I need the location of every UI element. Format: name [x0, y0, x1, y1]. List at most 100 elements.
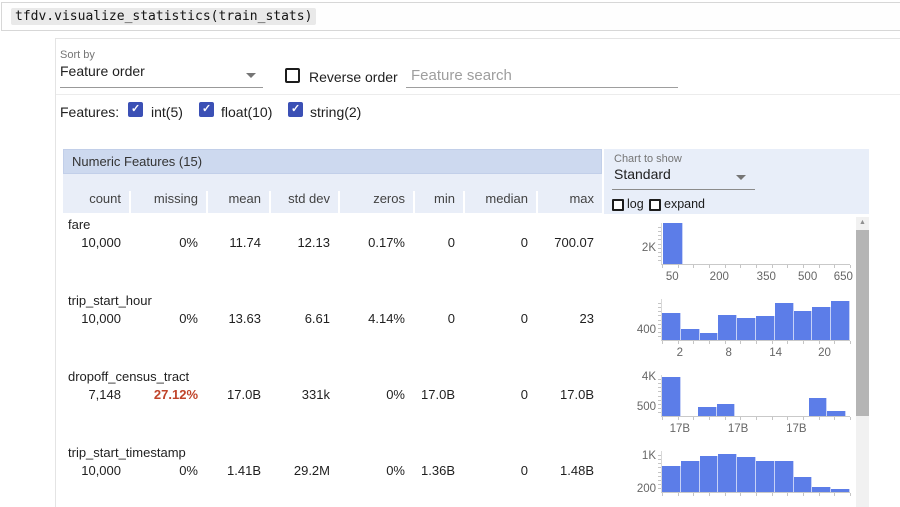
x-axis-tick [756, 341, 757, 344]
numeric-features-section: Numeric Features (15) count missing mean st… [63, 149, 869, 507]
x-axis-tick [850, 493, 851, 496]
feature-name: trip_start_hour [68, 293, 152, 308]
x-axis-tick [740, 493, 742, 496]
feature-name: fare [68, 217, 91, 232]
histogram-bar [716, 404, 736, 416]
x-axis-tick [787, 493, 789, 496]
histogram-bar [737, 457, 756, 492]
stat-zeros: 0.17% [368, 235, 405, 250]
y-axis-tick [658, 399, 661, 401]
y-axis-tick [658, 483, 661, 485]
stat-max: 17.0B [560, 387, 594, 402]
expand-checkbox[interactable] [649, 199, 661, 211]
x-axis-label: 50 [665, 271, 679, 283]
histogram-bar [697, 407, 717, 416]
histogram-dropoff_census_tract[interactable]: 4K 500 17B 17B 17B [618, 367, 858, 443]
y-axis-tick [658, 391, 661, 393]
histogram-bar [831, 301, 850, 340]
x-axis-tick [709, 417, 710, 420]
y-axis-tick [658, 319, 661, 321]
stat-min: 0 [447, 311, 455, 326]
y-axis-tick [658, 379, 661, 381]
x-axis-label: 8 [725, 347, 732, 359]
histogram-bar [793, 311, 813, 340]
sort-by-value: Feature order [60, 63, 145, 79]
chart-type-select[interactable]: Standard [614, 166, 757, 188]
feature-search-input[interactable] [406, 64, 678, 88]
y-axis-tick [658, 259, 661, 261]
y-axis-tick [658, 235, 661, 237]
log-label: log [627, 197, 644, 211]
y-axis-tick [658, 383, 661, 385]
x-axis-tick [756, 265, 757, 268]
histogram-bar [680, 328, 700, 340]
int-filter-checkbox[interactable] [128, 102, 143, 117]
column-header-zeros: zeros [338, 191, 413, 213]
histogram-bar [808, 397, 828, 416]
stat-mean: 11.74 [229, 235, 261, 250]
float-filter-checkbox[interactable] [199, 102, 214, 117]
x-axis-tick [709, 341, 710, 344]
x-axis-tick [803, 341, 804, 344]
x-axis-label: 200 [709, 271, 729, 283]
histogram-bar [680, 460, 700, 492]
histogram-plot [658, 299, 851, 344]
y-axis-label: 1K [641, 449, 656, 462]
x-axis-tick [724, 493, 726, 496]
column-header-max: max [536, 191, 602, 213]
histogram-bar [756, 460, 775, 492]
stat-std-dev: 12.13 [297, 235, 330, 250]
stat-median: 0 [520, 387, 528, 402]
x-axis-label: 17B [727, 423, 749, 435]
histogram-trip_start_timestamp[interactable]: 1K 200 [618, 443, 858, 507]
scroll-up-icon[interactable]: ▲ [859, 219, 866, 226]
expand-label: expand [664, 197, 706, 211]
histogram-bar [831, 488, 850, 492]
y-axis-label: 400 [636, 324, 656, 337]
table-title: Numeric Features (15) [63, 149, 602, 174]
stat-std-dev: 331k [301, 387, 330, 402]
x-axis-tick [850, 417, 851, 420]
x-axis-tick [662, 341, 663, 344]
sort-by-select[interactable]: Feature order [60, 63, 263, 88]
x-axis-tick [677, 417, 679, 420]
y-axis-tick [658, 331, 661, 333]
stat-median: 0 [520, 463, 528, 478]
log-checkbox[interactable] [612, 199, 624, 211]
histogram-bar [662, 466, 681, 492]
chart-to-show-label: Chart to show [614, 153, 682, 165]
y-axis-tick [658, 407, 661, 409]
notebook-code-cell[interactable]: tfdv.visualize_statistics(train_stats) [1, 2, 900, 31]
int-filter-label: int(5) [151, 104, 183, 120]
x-axis-tick [834, 417, 836, 420]
histogram-plot [658, 451, 851, 496]
stat-std-dev: 29.2M [293, 463, 330, 478]
string-filter-checkbox[interactable] [288, 102, 303, 117]
x-axis-label: 20 [818, 347, 831, 359]
x-axis-tick [693, 341, 695, 344]
histogram-bar [662, 377, 681, 416]
x-axis-tick [662, 265, 663, 268]
chart-to-show-panel: Chart to show Standard log expand [604, 149, 869, 214]
x-axis-tick [740, 417, 742, 420]
x-axis-tick [662, 417, 663, 420]
x-axis-label: 17B [669, 423, 691, 435]
chart-type-underline [612, 189, 755, 190]
x-axis-tick [818, 341, 820, 344]
y-axis-tick [658, 487, 661, 489]
y-axis-label: 2K [641, 241, 656, 254]
x-axis-label: 17B [786, 423, 807, 435]
vertical-scrollbar[interactable]: ▲ [856, 217, 869, 507]
x-axis-tick [724, 341, 726, 344]
histogram-trip_start_hour[interactable]: 400 2 8 14 20 [618, 291, 858, 367]
reverse-order-checkbox[interactable] [285, 68, 300, 83]
scrollbar-thumb[interactable] [856, 230, 869, 416]
x-axis-tick [709, 265, 710, 268]
x-axis-label: 500 [798, 271, 818, 283]
x-axis-tick [787, 341, 789, 344]
histogram-bar [774, 303, 794, 340]
chevron-down-icon [246, 73, 256, 78]
histogram-fare[interactable]: 2K 50 200 350 500 650 [618, 215, 858, 291]
histogram-bar [718, 314, 738, 340]
histogram-bar [718, 453, 738, 492]
